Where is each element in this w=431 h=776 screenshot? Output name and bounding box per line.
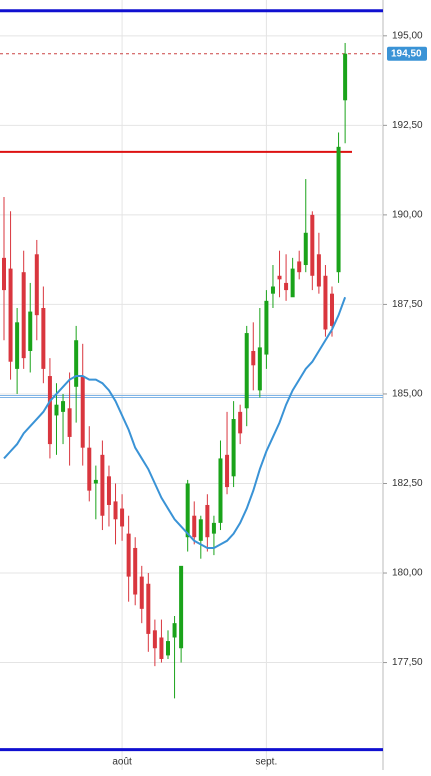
candle-body (8, 268, 13, 362)
candle-body (54, 404, 59, 416)
candle-body (159, 637, 164, 659)
candle-body (47, 376, 52, 445)
candle-body (166, 641, 170, 656)
candle-body (146, 583, 151, 634)
candle-body (15, 322, 20, 369)
y-tick-label: 180,00 (392, 568, 423, 579)
candle-body (106, 476, 111, 505)
candle-body (297, 261, 302, 273)
candle-body (93, 479, 98, 484)
candle-body (126, 533, 131, 577)
candle-body (61, 401, 66, 412)
y-tick-label: 185,00 (392, 389, 423, 400)
candle-body (120, 508, 125, 527)
candle-body (303, 232, 308, 266)
candle-body (310, 214, 315, 276)
candle-body (113, 501, 118, 520)
candle-body (284, 282, 289, 291)
candle-body (257, 347, 262, 391)
y-tick-label: 190,00 (392, 210, 423, 221)
candle-body (34, 254, 39, 316)
candle-body (198, 519, 203, 541)
candle-body (185, 483, 190, 538)
candle-body (172, 623, 177, 638)
candle-body (205, 504, 210, 538)
candle-body (74, 340, 79, 387)
candle-body (100, 454, 105, 516)
candle-body (211, 522, 216, 534)
candle-body (2, 257, 6, 291)
last-price-tag (387, 46, 427, 61)
candle-body (179, 565, 184, 649)
candle-body (139, 576, 144, 609)
candle-body (238, 411, 243, 434)
last-price-label: 194,50 (391, 48, 422, 59)
candle-body (225, 454, 230, 488)
candle-body (251, 350, 256, 366)
candle-body (21, 272, 26, 359)
candle-body (192, 515, 197, 538)
moving-average (3, 296, 347, 549)
candle-body (28, 311, 33, 351)
y-tick-label: 192,50 (392, 120, 423, 131)
y-tick-label: 177,50 (392, 657, 423, 668)
candle-body (133, 547, 138, 595)
candle-body (264, 300, 269, 355)
x-tick-label: août (112, 757, 132, 768)
candle-body (336, 146, 341, 273)
candle-body (67, 408, 72, 437)
candle-body (244, 333, 249, 409)
candle-body (152, 630, 157, 649)
candle-body (231, 419, 236, 477)
candle-body (87, 447, 92, 491)
candle-body (277, 275, 282, 280)
y-tick-label: 195,00 (392, 30, 423, 41)
candle-body (343, 53, 348, 101)
candle-body (323, 275, 328, 330)
candle-body (330, 293, 334, 326)
candle-body (270, 286, 275, 294)
x-tick-label: sept. (256, 757, 278, 768)
candle-body (316, 254, 321, 287)
y-tick-label: 187,50 (392, 299, 423, 310)
candle-body (80, 376, 85, 448)
candle-body (218, 458, 223, 523)
candle-body (41, 308, 46, 369)
candle-body (290, 268, 295, 298)
y-tick-label: 182,50 (392, 478, 423, 489)
